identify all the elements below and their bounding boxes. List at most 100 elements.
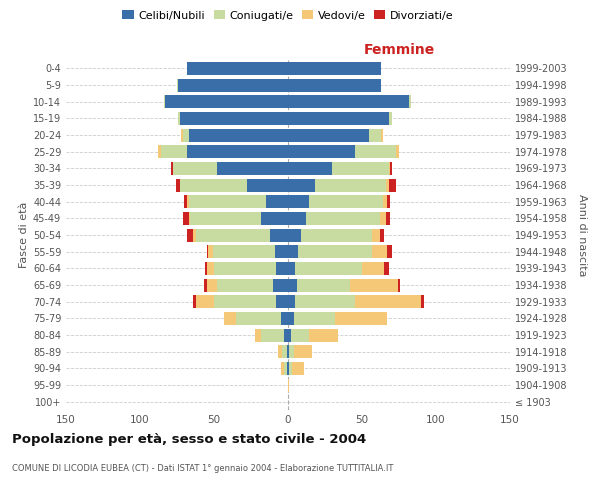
Bar (381, 128, 383, 141)
Bar (335, 312, 387, 325)
Bar (184, 195, 187, 208)
Text: Femmine: Femmine (364, 42, 434, 56)
Bar (287, 362, 288, 375)
Bar (275, 245, 288, 258)
Bar (208, 245, 212, 258)
Bar (288, 112, 389, 125)
Bar (187, 145, 288, 158)
Bar (190, 212, 262, 225)
Bar (288, 295, 295, 308)
Bar (284, 362, 287, 375)
Bar (273, 278, 288, 291)
Bar (247, 178, 288, 192)
Bar (288, 95, 409, 108)
Bar (291, 328, 309, 342)
Bar (309, 328, 338, 342)
Bar (355, 295, 421, 308)
Bar (183, 212, 189, 225)
Bar (189, 212, 190, 225)
Text: Popolazione per età, sesso e stato civile - 2004: Popolazione per età, sesso e stato civil… (12, 432, 366, 446)
Bar (314, 178, 386, 192)
Bar (214, 295, 276, 308)
Bar (373, 228, 380, 241)
Bar (183, 128, 189, 141)
Bar (390, 162, 392, 175)
Bar (295, 262, 362, 275)
Bar (380, 228, 384, 241)
Bar (187, 228, 193, 241)
Bar (262, 212, 288, 225)
Bar (288, 362, 289, 375)
Bar (178, 112, 180, 125)
Bar (180, 178, 247, 192)
Bar (288, 312, 294, 325)
Bar (217, 278, 273, 291)
Bar (270, 228, 288, 241)
Bar (386, 212, 390, 225)
Bar (362, 262, 384, 275)
Bar (355, 145, 396, 158)
Bar (421, 295, 424, 308)
Bar (288, 162, 332, 175)
Bar (288, 345, 289, 358)
Bar (288, 145, 355, 158)
Bar (189, 128, 288, 141)
Bar (276, 295, 288, 308)
Bar (287, 345, 288, 358)
Bar (301, 228, 373, 241)
Bar (380, 212, 386, 225)
Bar (281, 312, 288, 325)
Bar (350, 278, 398, 291)
Bar (288, 195, 309, 208)
Bar (295, 295, 355, 308)
Bar (288, 378, 289, 392)
Bar (212, 245, 275, 258)
Bar (389, 162, 390, 175)
Bar (189, 195, 266, 208)
Bar (176, 178, 180, 192)
Bar (205, 262, 206, 275)
Bar (294, 312, 335, 325)
Bar (332, 162, 389, 175)
Bar (383, 195, 387, 208)
Bar (288, 245, 298, 258)
Bar (396, 145, 399, 158)
Bar (409, 95, 411, 108)
Bar (266, 195, 288, 208)
Bar (278, 345, 282, 358)
Bar (214, 262, 276, 275)
Bar (193, 295, 196, 308)
Bar (165, 95, 288, 108)
Bar (256, 328, 262, 342)
Bar (284, 328, 288, 342)
Bar (193, 228, 196, 241)
Bar (181, 128, 183, 141)
Bar (161, 145, 187, 158)
Bar (386, 178, 389, 192)
Y-axis label: Fasce di età: Fasce di età (19, 202, 29, 268)
Bar (171, 162, 173, 175)
Bar (288, 62, 381, 75)
Bar (288, 78, 381, 92)
Text: COMUNE DI LICODIA EUBEA (CT) - Dati ISTAT 1° gennaio 2004 - Elaborazione TUTTITA: COMUNE DI LICODIA EUBEA (CT) - Dati ISTA… (12, 464, 394, 473)
Bar (288, 128, 370, 141)
Bar (292, 362, 304, 375)
Bar (206, 278, 217, 291)
Bar (236, 312, 281, 325)
Bar (224, 312, 236, 325)
Bar (177, 78, 178, 92)
Bar (389, 112, 392, 125)
Bar (164, 95, 165, 108)
Bar (187, 195, 189, 208)
Bar (389, 178, 396, 192)
Legend: Celibi/Nubili, Coniugati/e, Vedovi/e, Divorziati/e: Celibi/Nubili, Coniugati/e, Vedovi/e, Di… (120, 8, 456, 23)
Bar (206, 245, 208, 258)
Bar (306, 212, 380, 225)
Bar (196, 295, 214, 308)
Bar (370, 128, 381, 141)
Bar (262, 328, 284, 342)
Bar (178, 78, 288, 92)
Bar (288, 262, 295, 275)
Bar (288, 212, 306, 225)
Bar (217, 162, 288, 175)
